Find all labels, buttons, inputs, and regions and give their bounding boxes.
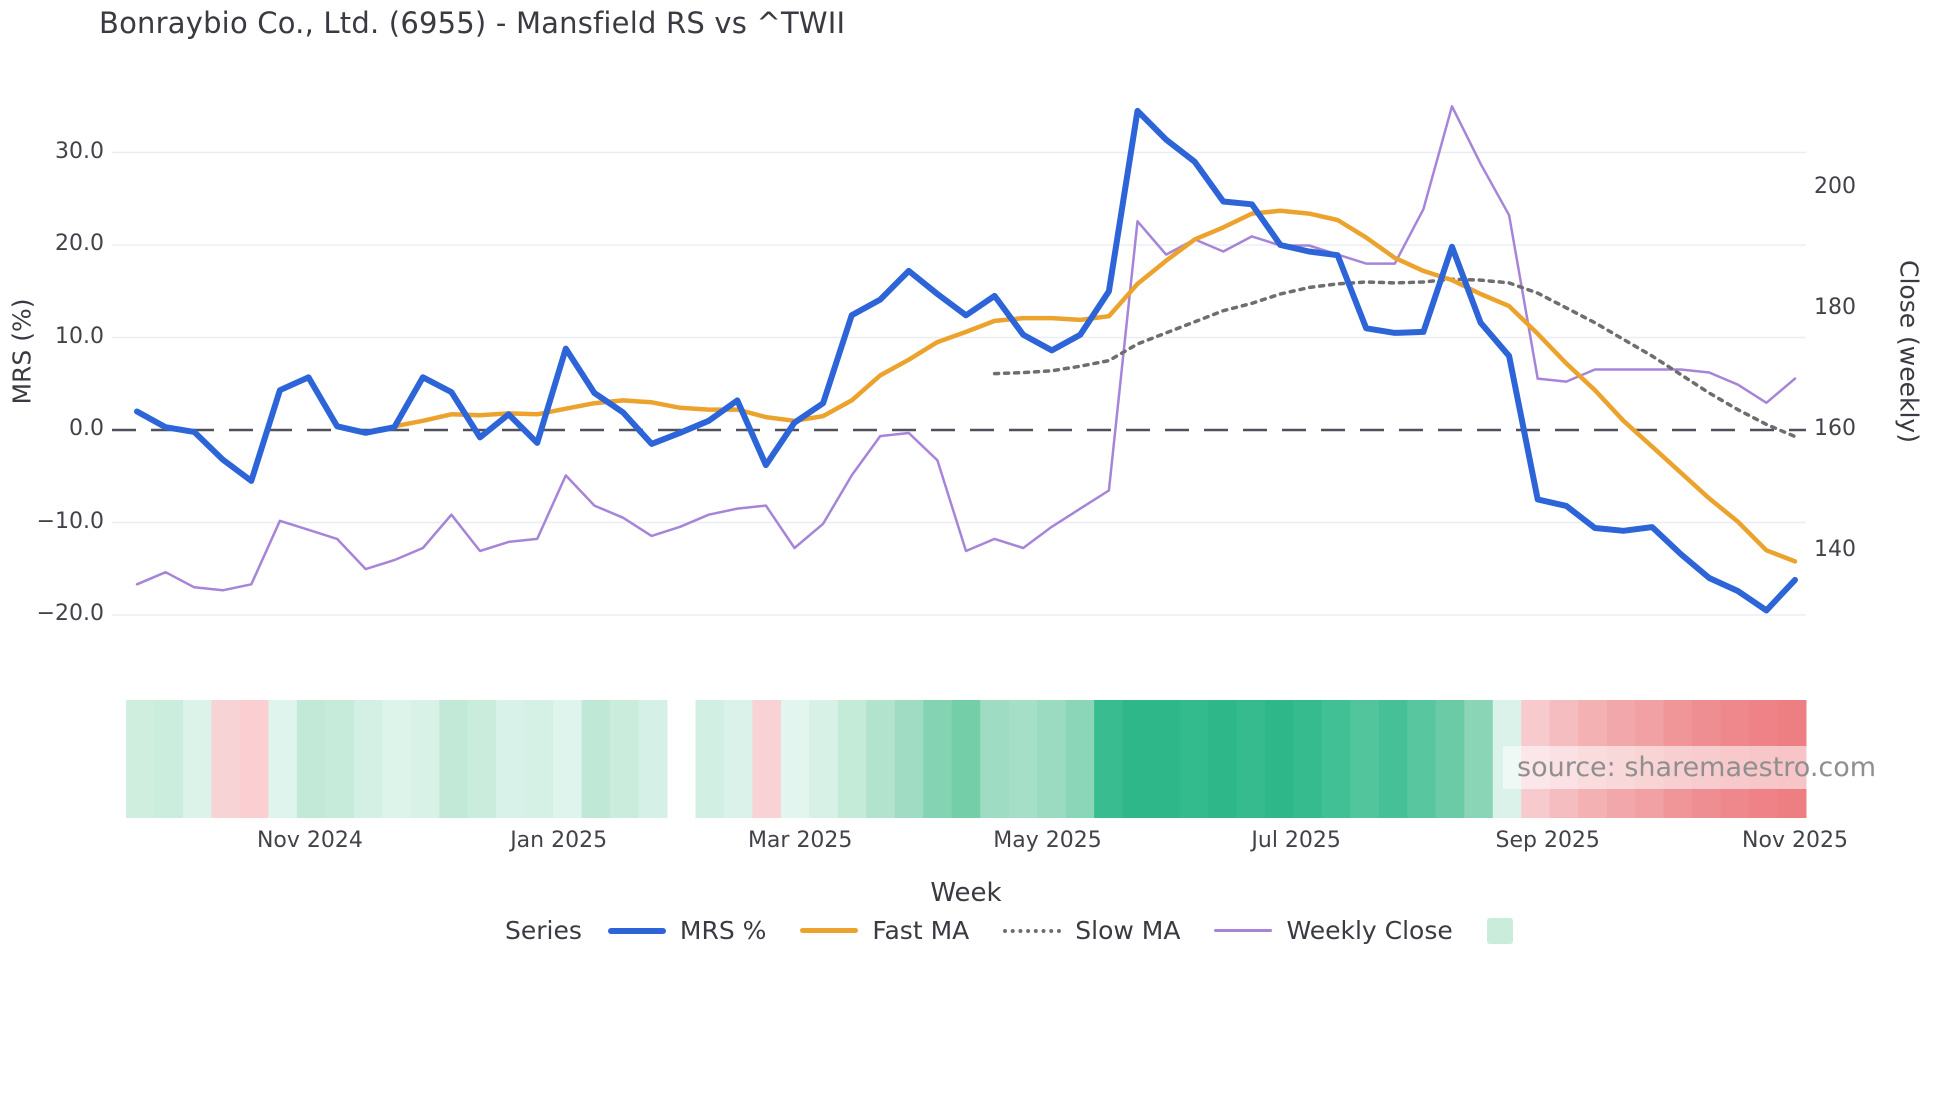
heatmap-cell <box>353 700 383 818</box>
legend-item-label: MRS % <box>679 916 767 945</box>
x-tick: Mar 2025 <box>747 828 853 853</box>
heatmap-cell <box>239 700 269 818</box>
legend-item-label: Slow MA <box>1075 916 1181 945</box>
series-line-MRS % <box>134 107 1798 614</box>
x-tick: Nov 2025 <box>1742 828 1848 853</box>
heatmap-cell <box>496 700 526 818</box>
y-tick-left: 30.0 <box>55 138 104 164</box>
heatmap-cell <box>1122 700 1152 818</box>
heatmap-cell <box>524 700 554 818</box>
x-tick: Nov 2024 <box>256 828 363 853</box>
heatmap-cell <box>581 700 611 818</box>
legend-item-slow-ma[interactable]: Slow MA <box>1003 916 1180 945</box>
heatmap-cell <box>553 700 583 818</box>
heatmap-cell <box>382 700 412 818</box>
heatmap-cell <box>1179 700 1209 818</box>
fast-ma-line-swatch-icon <box>800 928 859 933</box>
heatmap-cell <box>1208 700 1238 818</box>
heatmap-cell <box>467 700 497 818</box>
legend-item-label: Fast MA <box>872 916 970 945</box>
heatmap-cell <box>723 700 753 818</box>
slow-ma-dotted-swatch-icon <box>1003 928 1062 933</box>
heatmap-cell <box>980 700 1010 818</box>
y-tick-left: 10.0 <box>55 323 104 349</box>
heatmap-cell <box>809 700 839 818</box>
x-tick: Jan 2025 <box>510 828 608 853</box>
heatmap-cell <box>1037 700 1067 818</box>
mrs-line-swatch-icon <box>607 927 666 934</box>
series-line-Slow MA <box>992 277 1797 439</box>
y-axis-title-right: Close (weekly) <box>1894 260 1924 443</box>
y-tick-left: −20.0 <box>36 601 104 626</box>
heatmap-cell <box>1464 700 1494 818</box>
heatmap-cell <box>1435 700 1465 818</box>
x-tick: Sep 2025 <box>1495 828 1600 853</box>
heatmap-cell <box>1378 700 1408 818</box>
x-tick: Jul 2025 <box>1251 828 1341 853</box>
heatmap-cell <box>780 700 810 818</box>
heatmap-cell <box>1264 700 1294 818</box>
y-axis-title-left: MRS (%) <box>7 298 37 405</box>
heatmap-cell <box>1094 700 1124 818</box>
series-line-Weekly Close <box>135 105 1797 592</box>
heatmap-cell <box>752 700 782 818</box>
heatmap-cell <box>1151 700 1181 818</box>
legend-item-mrs[interactable]: MRS % <box>607 916 767 945</box>
weekly-close-line-swatch-icon <box>1214 929 1273 932</box>
heatmap-cell <box>695 700 725 818</box>
heatmap-cell <box>923 700 953 818</box>
heatmap-cell <box>126 700 155 818</box>
y-tick-right: 140 <box>1814 537 1856 562</box>
heatmap-cell <box>211 700 241 818</box>
y-tick-left: −10.0 <box>36 508 104 534</box>
y-tick-right: 200 <box>1814 174 1856 199</box>
heatmap-cell <box>296 700 326 818</box>
heatmap-cell <box>1236 700 1266 818</box>
heatmap-cell <box>1350 700 1380 818</box>
y-tick-right: 180 <box>1814 295 1856 320</box>
y-tick-left: 20.0 <box>55 231 104 256</box>
heatmap-cell <box>1008 700 1038 818</box>
heatmap-cell <box>894 700 924 818</box>
heatmap-cell <box>1407 700 1437 818</box>
heatmap-cell <box>439 700 469 818</box>
heatmap-cell <box>154 700 184 818</box>
heatmap-cell <box>268 700 298 818</box>
heatmap-cell <box>410 700 440 818</box>
legend-item-heatmap[interactable] <box>1486 917 1513 944</box>
legend-item-fast-ma[interactable]: Fast MA <box>800 916 969 945</box>
x-axis-title: Week <box>930 878 1002 908</box>
heatmap-swatch-icon <box>1486 917 1513 944</box>
heatmap-cell <box>610 700 640 818</box>
legend: Series MRS % Fast MA Slow MA Weekly Clos… <box>505 916 1547 945</box>
legend-title: Series <box>505 916 582 945</box>
chart-title: Bonraybio Co., Ltd. (6955) - Mansfield R… <box>99 6 846 40</box>
heatmap-cell <box>638 700 668 818</box>
heatmap-cell <box>837 700 867 818</box>
legend-item-label: Weekly Close <box>1286 916 1453 945</box>
source-annotation: source: sharemaestro.com <box>1503 746 1891 789</box>
heatmap-cell <box>325 700 355 818</box>
y-tick-left: 0.0 <box>69 416 104 441</box>
legend-item-weekly-close[interactable]: Weekly Close <box>1214 916 1453 945</box>
x-tick: May 2025 <box>993 828 1102 853</box>
heatmap-cell <box>951 700 981 818</box>
y-tick-right: 160 <box>1814 416 1856 441</box>
heatmap-cell <box>1321 700 1351 818</box>
heatmap-cell <box>866 700 896 818</box>
heatmap-cell <box>1293 700 1323 818</box>
heatmap-cell <box>182 700 212 818</box>
heatmap-cell <box>1065 700 1095 818</box>
